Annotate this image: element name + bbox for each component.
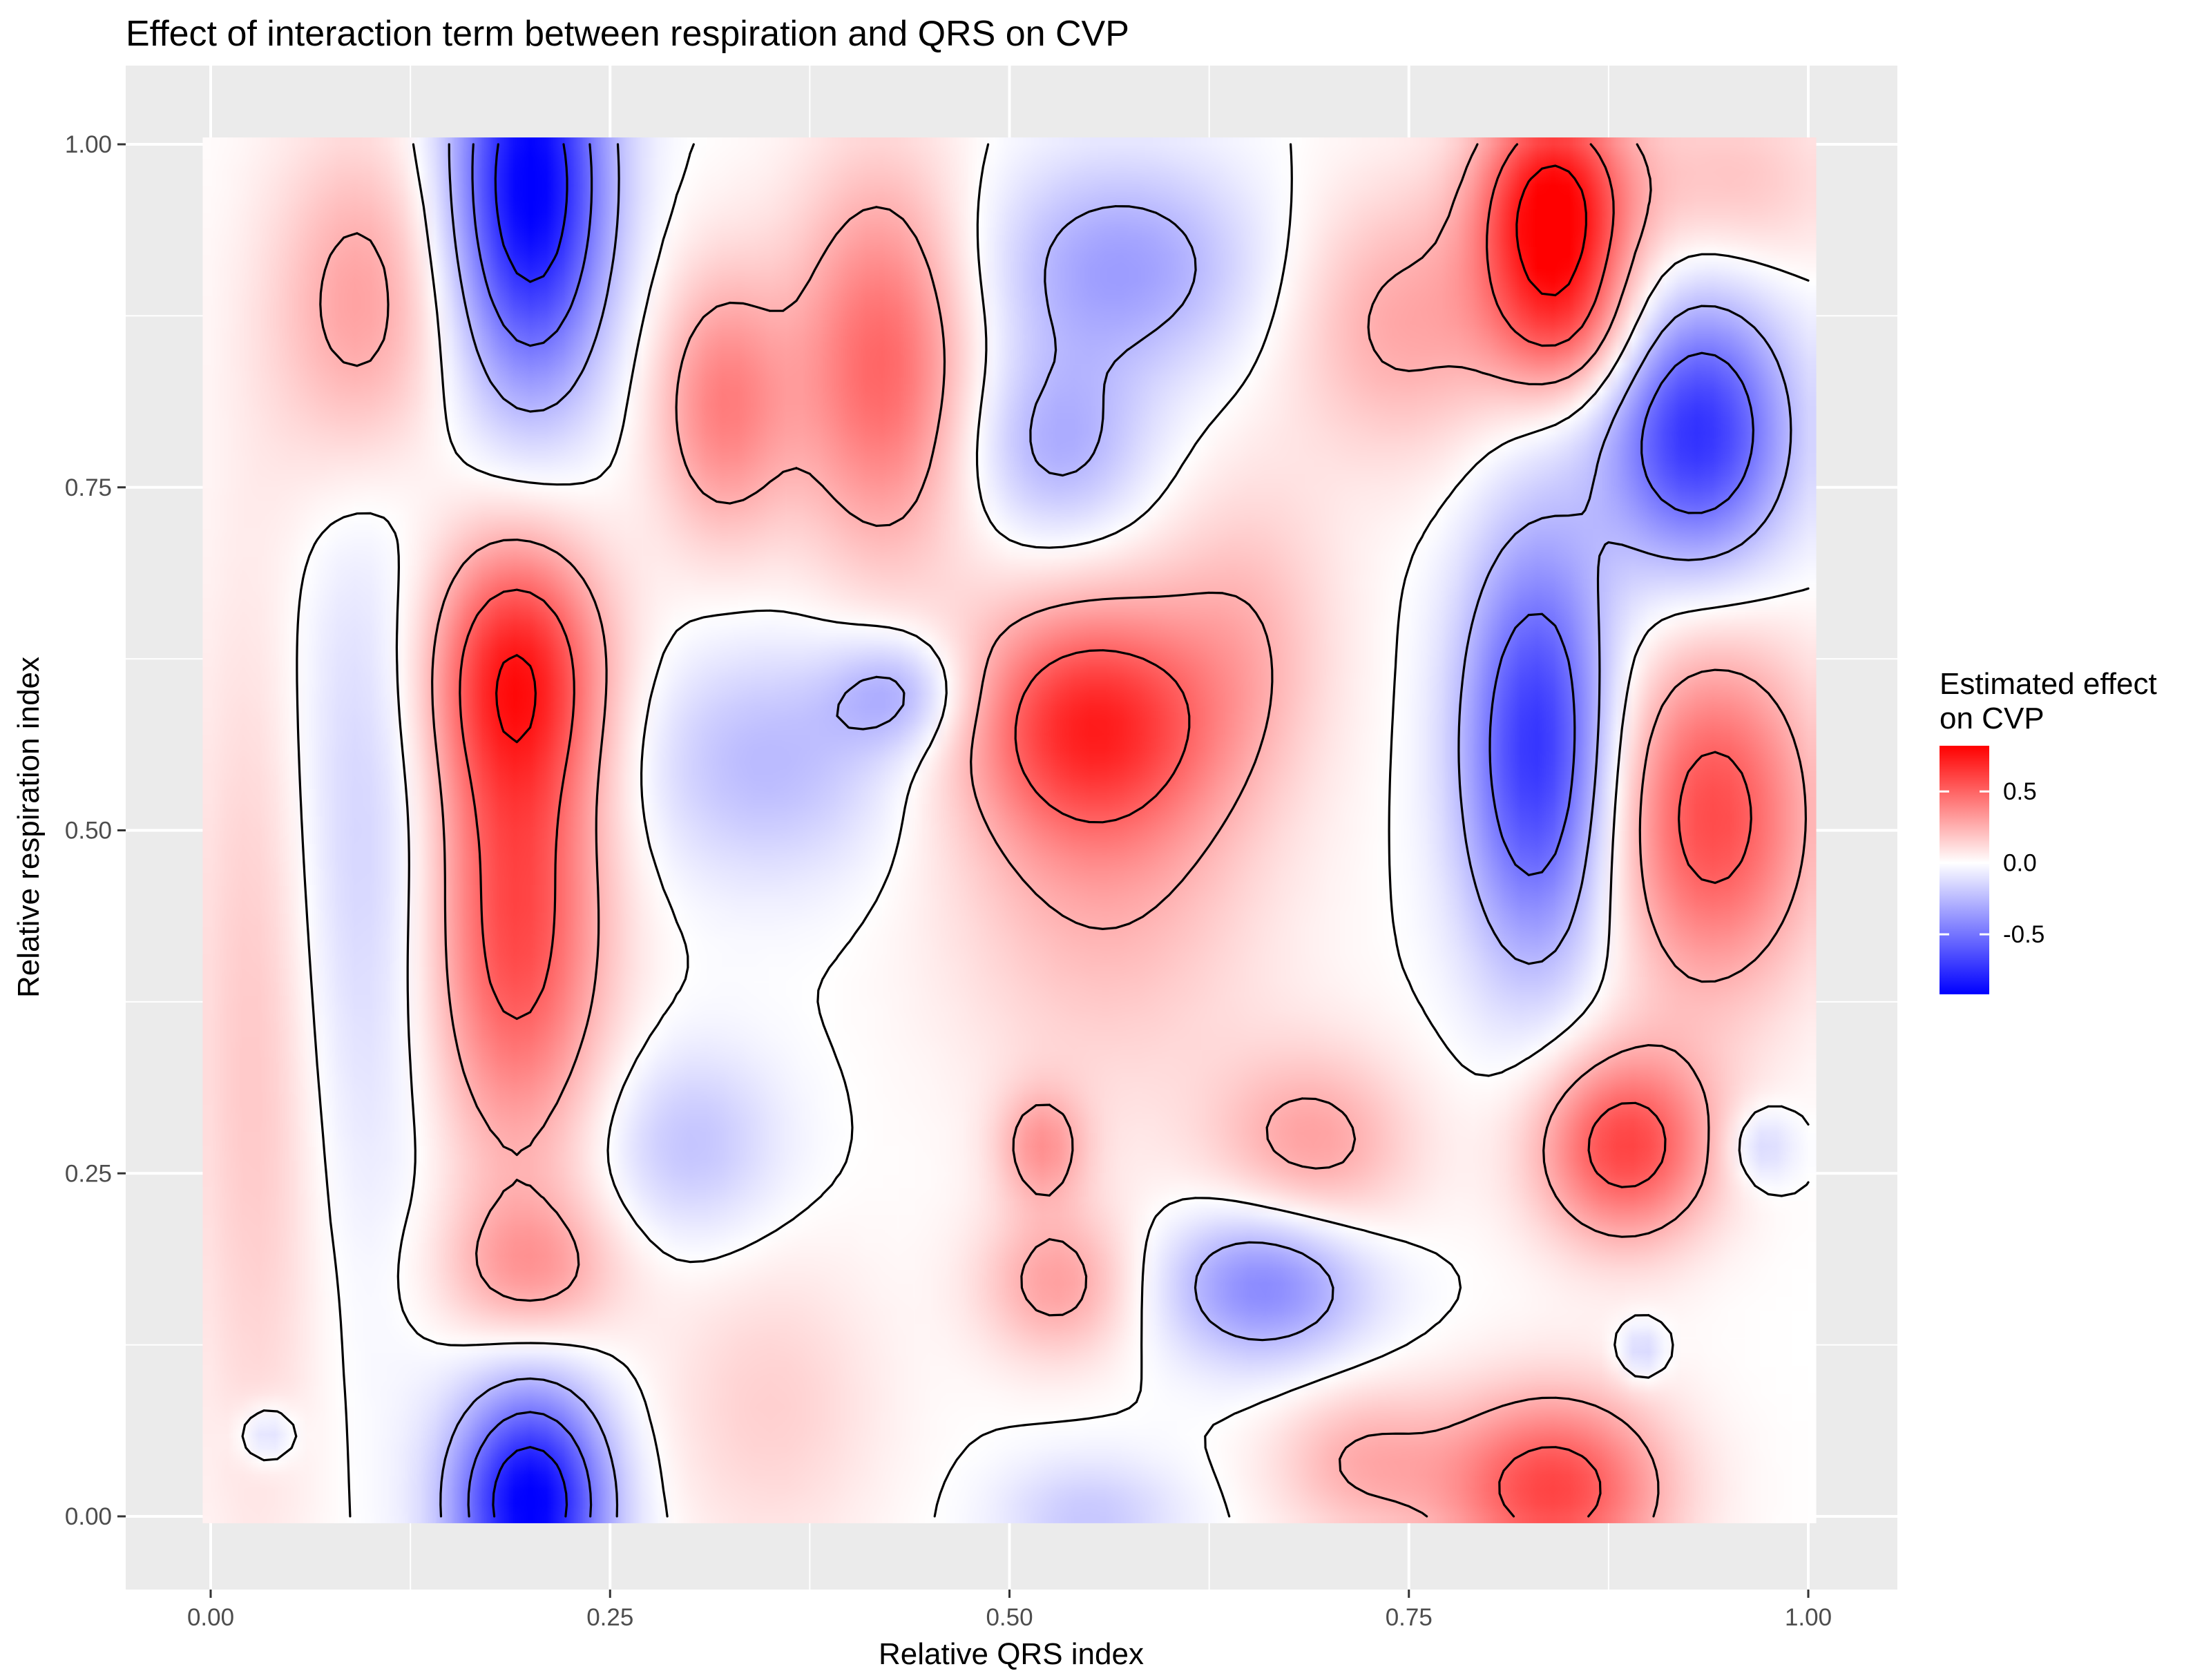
- contour-line: [459, 143, 1752, 1518]
- contour-line: [319, 143, 1807, 1518]
- y-tick-label: 0.00: [65, 1503, 112, 1530]
- x-axis-title: Relative QRS index: [879, 1637, 1144, 1671]
- legend-title: Estimated effect: [1940, 667, 2157, 701]
- contour-lines: [241, 143, 1810, 1518]
- x-tick-label: 0.50: [986, 1604, 1033, 1631]
- y-tick-label: 0.75: [65, 474, 112, 501]
- y-tick-label: 0.25: [65, 1160, 112, 1187]
- y-tick-label: 0.50: [65, 818, 112, 844]
- legend-colorbar: [1940, 746, 1989, 994]
- axes: 0.00 0.25 0.50 0.75 1.00 0.00 0.25 0.50 0.75 1.00: [65, 131, 1832, 1631]
- legend-tick-label: -0.5: [2003, 921, 2044, 948]
- chart-title: Effect of interaction term between respi…: [126, 14, 1129, 54]
- x-tick-label: 0.75: [1386, 1604, 1433, 1631]
- contour-line: [492, 143, 568, 1518]
- y-tick-label: 1.00: [65, 131, 112, 158]
- y-axis-title: Relative respiration index: [12, 657, 46, 998]
- contour-line: [467, 143, 1754, 1518]
- contour-line: [495, 164, 1587, 744]
- legend-tick-label: 0.0: [2003, 850, 2037, 877]
- legend-tick-label: 0.5: [2003, 778, 2037, 805]
- x-tick-label: 0.00: [187, 1604, 234, 1631]
- heatmap-raster: [202, 137, 1817, 1523]
- x-tick-label: 0.25: [586, 1604, 633, 1631]
- legend-title: on CVP: [1940, 702, 2044, 735]
- contour-line: [241, 143, 1810, 1518]
- x-tick-label: 1.00: [1785, 1604, 1832, 1631]
- contour-line: [439, 143, 1792, 1518]
